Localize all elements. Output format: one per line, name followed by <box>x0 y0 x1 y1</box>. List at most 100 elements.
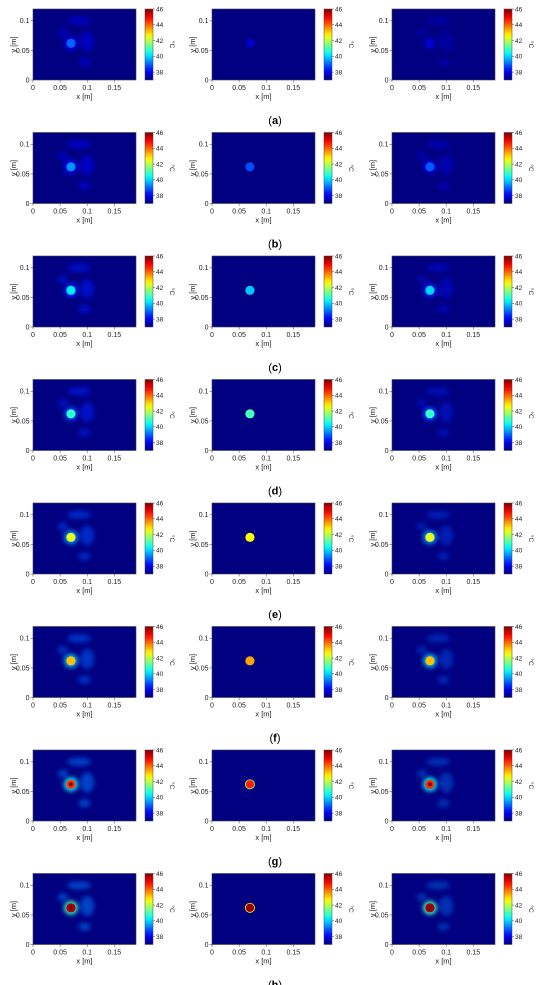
colorbar-tick-label: 40 <box>335 54 343 61</box>
colorbar-tick-label: 46 <box>515 130 523 137</box>
heatmap-field <box>212 626 315 698</box>
y-axis-label: y [m] <box>9 407 18 423</box>
y-tick-label: 0.1 <box>20 636 30 643</box>
colorbar-tick-label: 46 <box>156 500 164 507</box>
x-tick-label: 0.1 <box>261 456 271 463</box>
colorbar-tick-label: 38 <box>335 934 343 941</box>
x-tick-label: 0 <box>31 950 35 957</box>
row-caption: (e) <box>268 609 281 621</box>
colorbar-tick-label: 46 <box>515 871 523 878</box>
colorbar-tick-label: 42 <box>515 38 523 45</box>
hotspot-core <box>68 905 74 910</box>
y-tick-label: 0 <box>26 571 30 578</box>
x-tick-label: 0.1 <box>82 209 92 216</box>
x-axis-label: x [m] <box>76 216 92 225</box>
hotspot <box>245 409 255 419</box>
colorbar-tick-label: 46 <box>335 253 343 260</box>
x-tick-label: 0 <box>210 950 214 957</box>
colorbar-tick-label: 44 <box>335 393 343 400</box>
y-tick-label: 0 <box>385 77 389 84</box>
y-tick-label: 0.1 <box>379 18 389 25</box>
y-tick-label: 0 <box>385 448 389 455</box>
colorbar-tick-label: 40 <box>515 301 523 308</box>
colorbar-tick-label: 46 <box>156 377 164 384</box>
x-axis-label: x [m] <box>435 463 451 472</box>
colorbar-tick-label: 44 <box>335 640 343 647</box>
y-tick-label: 0.1 <box>20 759 30 766</box>
x-axis-label: x [m] <box>435 92 451 101</box>
y-axis-label: y [m] <box>9 160 18 176</box>
colorbar-label: °C <box>527 288 535 296</box>
y-tick-label: 0 <box>205 818 209 825</box>
x-tick-label: 0.1 <box>261 209 271 216</box>
hotspot <box>245 903 255 913</box>
y-tick-label: 0.1 <box>199 883 209 890</box>
colorbar-tick-label: 42 <box>335 38 343 45</box>
colorbar-tick-label: 46 <box>335 871 343 878</box>
y-tick-label: 0.05 <box>195 542 209 549</box>
x-tick-label: 0 <box>390 826 394 833</box>
axes-box <box>211 132 316 204</box>
hotspot <box>425 409 435 419</box>
axes-box <box>211 873 316 945</box>
colorbar-tick-label: 46 <box>515 747 523 754</box>
colorbar-tick-label: 42 <box>335 285 343 292</box>
colorbar-tick-label: 40 <box>156 671 164 678</box>
axes-box <box>32 8 137 81</box>
colorbar-tick-label: 42 <box>335 655 343 662</box>
x-axis-label: x [m] <box>255 463 271 472</box>
y-axis-label: y [m] <box>188 160 197 176</box>
x-tick-label: 0.1 <box>82 703 92 710</box>
hotspot <box>245 779 255 789</box>
x-tick-label: 0 <box>390 950 394 957</box>
colorbar-tick-label: 42 <box>515 902 523 909</box>
colorbar-tick-label: 46 <box>156 747 164 754</box>
x-tick-label: 0.1 <box>261 85 271 92</box>
colorbar-label: °C <box>347 288 355 296</box>
tissue-structure <box>416 510 454 561</box>
row-caption: (c) <box>268 362 281 374</box>
x-tick-label: 0.05 <box>412 579 426 586</box>
x-tick-label: 0 <box>31 85 35 92</box>
y-tick-label: 0.1 <box>199 389 209 396</box>
colorbar-tick-label: 44 <box>335 763 343 770</box>
x-tick-label: 0.15 <box>467 950 481 957</box>
x-tick-label: 0.05 <box>412 950 426 957</box>
x-tick-label: 0.15 <box>287 456 301 463</box>
colorbar-tick-label: 40 <box>515 795 523 802</box>
x-tick-label: 0.05 <box>412 85 426 92</box>
colorbar-tick-label: 42 <box>156 38 164 45</box>
x-tick-label: 0 <box>390 209 394 216</box>
colorbar <box>144 626 154 698</box>
hotspot-rim <box>244 902 255 913</box>
colorbar-label: °C <box>168 288 176 296</box>
colorbar-tick-label: 46 <box>335 377 343 384</box>
x-tick-label: 0.1 <box>82 579 92 586</box>
colorbar-tick-label: 40 <box>515 918 523 925</box>
y-tick-label: 0.05 <box>16 48 30 55</box>
colorbar-tick-label: 38 <box>335 440 343 447</box>
y-tick-label: 0.05 <box>195 665 209 672</box>
x-tick-label: 0 <box>210 85 214 92</box>
colorbar-label: °C <box>347 535 355 543</box>
colorbar-tick-label: 40 <box>156 177 164 184</box>
x-tick-label: 0.15 <box>108 950 122 957</box>
y-tick-label: 0.05 <box>16 789 30 796</box>
heatmap-field <box>212 873 315 945</box>
x-axis-label: x [m] <box>435 216 451 225</box>
x-tick-label: 0.05 <box>53 579 67 586</box>
heatmap-field <box>212 503 315 574</box>
colorbar-label: °C <box>347 782 355 790</box>
colorbar-tick-label: 40 <box>335 795 343 802</box>
x-tick-label: 0.1 <box>261 950 271 957</box>
colorbar-tick-label: 40 <box>156 795 164 802</box>
y-tick-label: 0 <box>26 818 30 825</box>
colorbar-label: °C <box>168 41 176 49</box>
